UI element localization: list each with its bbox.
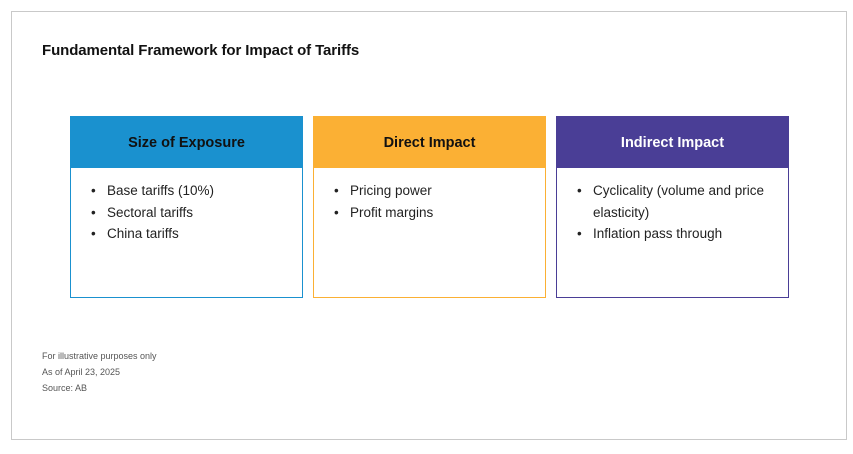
list-item: • Base tariffs (10%) (91, 180, 288, 202)
footnote-source: Source: AB (42, 383, 88, 393)
figure-frame: Fundamental Framework for Impact of Tari… (11, 11, 847, 440)
card-header-label: Indirect Impact (620, 134, 725, 151)
list-item: • Profit margins (334, 202, 531, 224)
list-item-label: China tariffs (107, 226, 179, 241)
card-list: • Pricing power • Profit margins (314, 168, 545, 223)
list-item-label: Inflation pass through (593, 226, 723, 241)
figure-title: Fundamental Framework for Impact of Tari… (42, 42, 360, 59)
list-item: • Cyclicality (volume and price elasticit… (577, 180, 774, 223)
list-item-label: Profit margins (350, 204, 434, 220)
list-item: • Sectoral tariffs (91, 202, 288, 224)
footnotes: For illustrative purposes only As of Apr… (42, 348, 157, 396)
card-direct-impact: Direct Impact • Pricing power • Profit mar… (313, 116, 546, 298)
list-item: • Pricing power (334, 180, 531, 202)
card-header-label: Direct Impact (383, 134, 476, 151)
bullet-icon: • (577, 183, 582, 198)
card-list: • Base tariffs (10%) • Sectoral tariffs • C… (71, 168, 302, 245)
list-item: • Inflation pass through (577, 223, 774, 245)
list-item: • China tariffs (91, 223, 288, 245)
bullet-icon: • (91, 183, 96, 198)
list-item-label: Cyclicality (volume and price elasticity… (593, 183, 765, 220)
list-item-label: Pricing power (350, 183, 432, 198)
footnote-date: As of April 23, 2025 (42, 367, 121, 377)
card-header-label: Size of Exposure (128, 134, 245, 151)
bullet-icon: • (91, 226, 96, 241)
card-header: Size of Exposure (71, 117, 302, 168)
card-header: Direct Impact (314, 117, 545, 168)
list-item-label: Base tariffs (10%) (107, 183, 215, 198)
list-item-label: Sectoral tariffs (107, 204, 194, 220)
bullet-icon: • (334, 204, 339, 220)
bullet-icon: • (577, 226, 582, 241)
card-list: • Cyclicality (volume and price elasticit… (557, 168, 788, 245)
card-size-of-exposure: Size of Exposure • Base tariffs (10%) • Se… (70, 116, 303, 298)
bullet-icon: • (91, 204, 96, 220)
bullet-icon: • (334, 183, 339, 198)
card-indirect-impact: Indirect Impact • Cyclicality (volume and… (556, 116, 789, 298)
footnote-disclaimer: For illustrative purposes only (42, 351, 157, 361)
card-header: Indirect Impact (557, 117, 788, 168)
